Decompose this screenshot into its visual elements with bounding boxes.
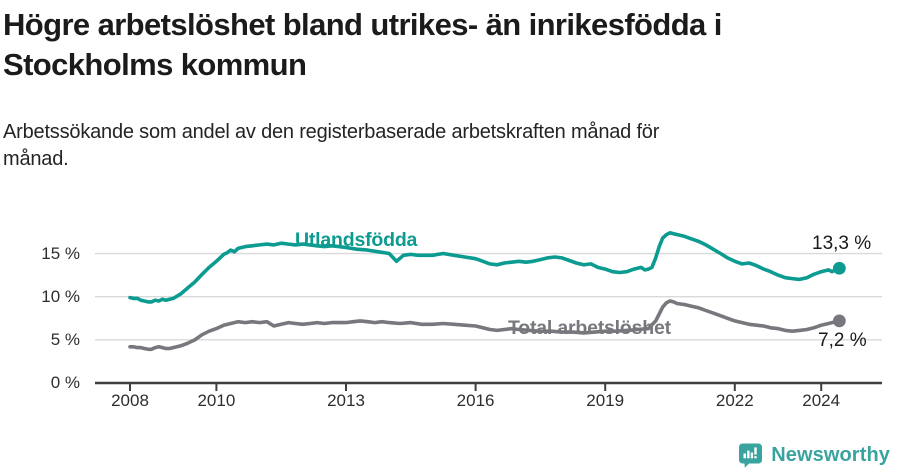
end-value-utlandsfodda: 13,3 % <box>812 233 872 254</box>
bar-chart-speech-bubble-icon <box>739 443 763 468</box>
x-axis-label: 2016 <box>456 391 495 410</box>
x-axis-label: 2013 <box>327 391 365 410</box>
x-axis-label: 2024 <box>802 391 841 410</box>
newsworthy-logo: Newsworthy <box>737 442 890 469</box>
page-title-line1: Högre arbetslöshet bland utrikes- än inr… <box>3 7 722 42</box>
series-line-0 <box>128 231 842 304</box>
chart-subtitle: Arbetssökande som andel av den registerb… <box>3 119 863 173</box>
series-label-total-arbetsloshet: Total arbetslöshet <box>508 317 671 339</box>
series-end-dot-0 <box>832 261 846 275</box>
x-axis-label: 2010 <box>197 391 236 410</box>
y-axis-label: 15 % <box>41 243 80 263</box>
x-axis-label: 2022 <box>715 391 754 410</box>
series-end-dot-1 <box>832 314 846 328</box>
newsworthy-logo-text: Newsworthy <box>771 444 890 466</box>
page-title: Högre arbetslöshet bland utrikes- än inr… <box>3 5 897 85</box>
y-axis-label: 10 % <box>41 286 80 306</box>
y-axis-label: 0 % <box>50 373 80 392</box>
page-title-line2: Stockholms kommun <box>3 47 307 82</box>
series-line-1 <box>128 299 842 352</box>
series-label-utlandsfodda: Utlandsfödda <box>295 229 418 251</box>
chart-subtitle-line1: Arbetssökande som andel av den registerb… <box>3 121 660 143</box>
x-axis-label: 2019 <box>586 391 625 410</box>
x-axis-label: 2008 <box>111 391 149 410</box>
chart-subtitle-line2: månad. <box>3 148 69 170</box>
end-value-total-arbetsloshet: 7,2 % <box>818 330 867 351</box>
y-axis-label: 5 % <box>50 329 80 349</box>
